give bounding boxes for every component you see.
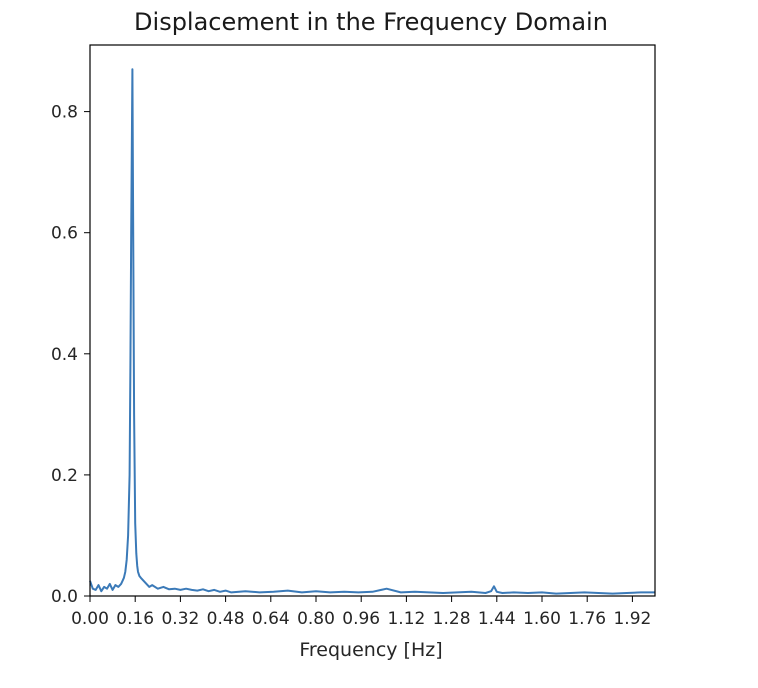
x-tick-label: 1.28	[433, 609, 471, 629]
x-tick-label: 0.80	[297, 609, 335, 629]
x-tick-label: 0.48	[207, 609, 245, 629]
chart-title: Displacement in the Frequency Domain	[134, 8, 608, 36]
plot-area: 0.00 0.16 0.32 0.48 0.64 0.80 0.96 1.12 1.28 1.44…	[51, 44, 656, 629]
series-layer	[89, 68, 655, 595]
y-tick-label: 0.0	[51, 587, 78, 607]
x-tick-label: 0.32	[161, 609, 199, 629]
x-tick-label: 1.76	[568, 609, 606, 629]
x-axis-label: Frequency [Hz]	[299, 639, 442, 661]
y-tick-label: 0.2	[51, 466, 78, 486]
y-tick-label: 0.4	[51, 345, 78, 365]
y-tick-label: 0.8	[51, 103, 78, 123]
x-axis-ticks: 0.00 0.16 0.32 0.48 0.64 0.80 0.96 1.12 1.28 1.44…	[71, 596, 651, 629]
y-tick-label: 0.6	[51, 224, 78, 244]
x-tick-label: 1.60	[523, 609, 561, 629]
x-tick-label: 0.96	[342, 609, 380, 629]
x-tick-label: 0.64	[252, 609, 290, 629]
x-tick-label: 1.92	[613, 609, 651, 629]
series-line-0	[89, 68, 655, 595]
x-tick-label: 1.44	[478, 609, 516, 629]
y-axis-ticks: 0.0 0.2 0.4 0.6 0.8	[51, 103, 90, 607]
x-tick-label: 0.00	[71, 609, 109, 629]
x-tick-label: 1.12	[387, 609, 425, 629]
x-tick-label: 0.16	[116, 609, 154, 629]
axes-frame	[89, 44, 656, 597]
